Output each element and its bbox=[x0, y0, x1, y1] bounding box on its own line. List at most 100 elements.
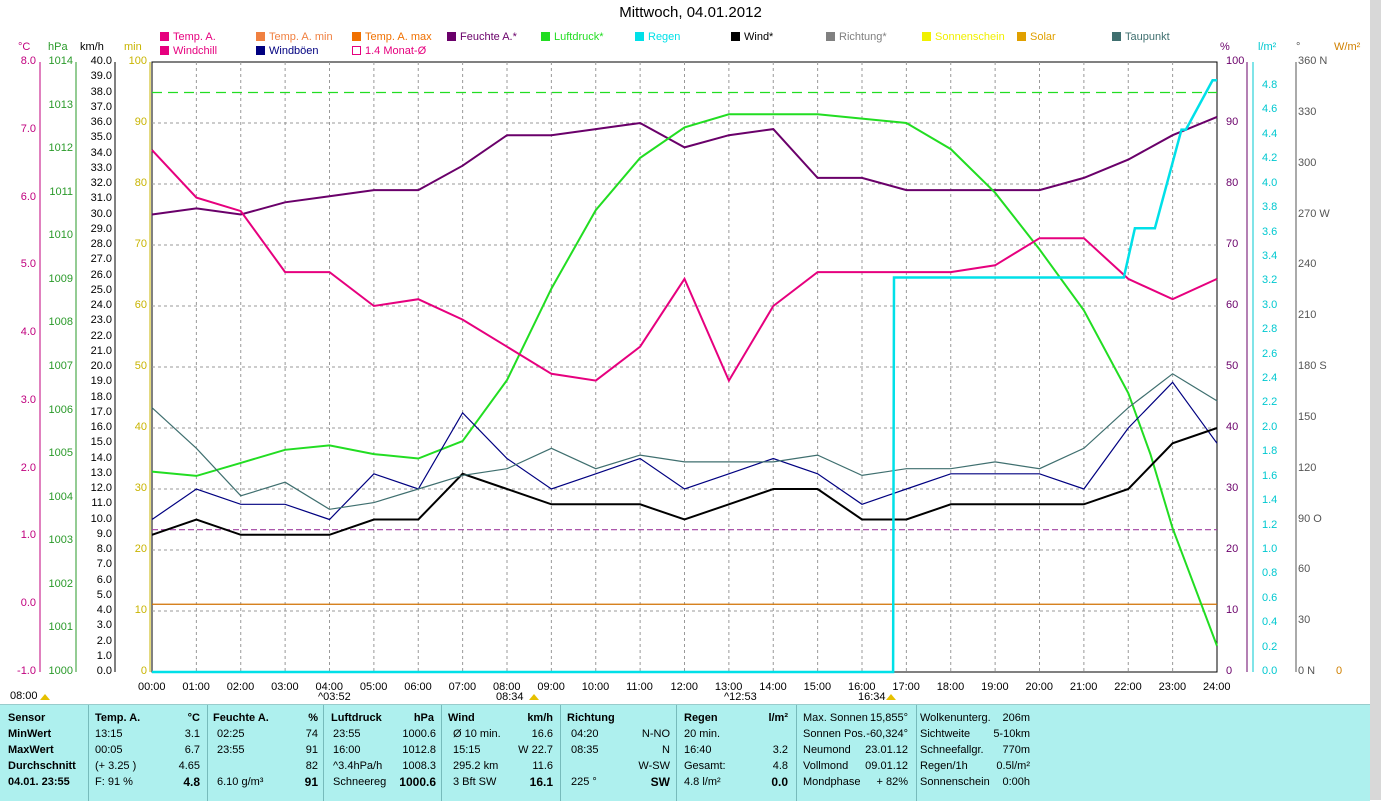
tick-degree: 60 bbox=[1298, 563, 1311, 576]
tick-min: 80 bbox=[134, 177, 147, 189]
tick-time: 13:00 bbox=[714, 681, 743, 693]
unit-lm2: l/m² bbox=[1258, 41, 1277, 53]
tick-time: 07:00 bbox=[448, 681, 477, 693]
legend-swatch bbox=[731, 32, 740, 41]
direction-time: 04:20 bbox=[571, 728, 599, 740]
tick-kmh: 37.0 bbox=[90, 100, 112, 113]
tick-percent: 20 bbox=[1226, 543, 1239, 555]
legend-label: Wind* bbox=[744, 31, 774, 43]
rain-label: Gesamt: bbox=[684, 760, 726, 772]
tick-percent: 100 bbox=[1226, 55, 1245, 67]
astro-value: + 82% bbox=[876, 776, 909, 788]
legend-label: Richtung* bbox=[839, 31, 887, 43]
legend-label: Temp. A. bbox=[173, 31, 216, 43]
pressure-value: 1012.8 bbox=[402, 744, 436, 756]
tick-celsius: 5.0 bbox=[20, 258, 36, 271]
tick-time: 24:00 bbox=[1203, 681, 1231, 693]
plot-frame bbox=[151, 61, 1218, 673]
astro-value: 206m bbox=[1002, 712, 1030, 724]
tick-hpa: 1003 bbox=[48, 534, 73, 547]
table-header: hPa bbox=[413, 712, 434, 724]
tick-degree: 300 bbox=[1298, 156, 1317, 169]
astro-value: 09.01.12 bbox=[865, 760, 908, 772]
tick-min: 0 bbox=[140, 665, 147, 677]
rain-label: 16:40 bbox=[684, 744, 712, 756]
plot-area bbox=[39, 61, 1297, 674]
tick-kmh: 6.0 bbox=[96, 573, 112, 586]
tick-celsius: 0.0 bbox=[20, 597, 36, 610]
wind-time: Ø 10 min. bbox=[453, 728, 501, 740]
series-luftdruck bbox=[151, 113, 1218, 647]
tick-time: 21:00 bbox=[1069, 681, 1098, 693]
pressure-value: 1008.3 bbox=[402, 760, 436, 772]
temp-value: 4.65 bbox=[178, 760, 200, 772]
vertical-scrollbar[interactable] bbox=[1370, 0, 1381, 800]
tick-min: 40 bbox=[134, 421, 147, 433]
tick-lm2: 1.0 bbox=[1262, 542, 1278, 555]
legend-item: 1.4 Monat-Ø bbox=[352, 45, 426, 58]
legend-label: Taupunkt bbox=[1125, 31, 1170, 43]
legend-swatch bbox=[256, 32, 265, 41]
row-label: Durchschnitt bbox=[8, 760, 76, 772]
tick-kmh: 20.0 bbox=[90, 360, 112, 372]
tick-degree: 210 bbox=[1298, 309, 1317, 322]
legend-swatch bbox=[922, 32, 931, 41]
humidity-value: 82 bbox=[305, 760, 318, 772]
legend-item: Richtung* bbox=[826, 31, 887, 44]
table-header: °C bbox=[187, 712, 200, 724]
legend-label: Windchill bbox=[173, 45, 218, 57]
wind-value: 11.6 bbox=[532, 760, 553, 772]
tick-degree: 240 bbox=[1298, 258, 1317, 271]
tick-lm2: 2.4 bbox=[1262, 372, 1278, 384]
astro-value: 770m bbox=[1002, 744, 1030, 756]
legend-item: Windböen bbox=[256, 45, 319, 58]
legend-item: Sonnenschein bbox=[922, 31, 1005, 44]
temp-value: 3.1 bbox=[184, 728, 200, 740]
tick-hpa: 1006 bbox=[48, 403, 73, 416]
tick-kmh: 31.0 bbox=[90, 192, 112, 205]
tick-percent: 60 bbox=[1226, 299, 1239, 311]
tick-hpa: 1013 bbox=[48, 98, 73, 111]
tick-celsius: 8.0 bbox=[20, 55, 36, 67]
tick-kmh: 8.0 bbox=[96, 543, 112, 555]
tick-kmh: 15.0 bbox=[90, 436, 112, 449]
tick-min: 50 bbox=[134, 360, 147, 372]
series-regen bbox=[152, 79, 1217, 674]
tick-celsius: 4.0 bbox=[20, 326, 36, 339]
tick-degree: 0 N bbox=[1298, 665, 1316, 677]
tick-degree: 180 S bbox=[1298, 360, 1327, 372]
legend-swatch bbox=[352, 32, 361, 41]
tick-hpa: 1004 bbox=[48, 490, 73, 503]
unit-percent: % bbox=[1220, 41, 1230, 53]
astro-label: Regen/1h bbox=[920, 760, 968, 772]
tick-celsius: 3.0 bbox=[20, 393, 36, 406]
astro-value: 0:00h bbox=[1002, 776, 1030, 788]
tick-degree: 90 O bbox=[1298, 512, 1322, 525]
pressure-time: ^3.4hPa/h bbox=[333, 760, 383, 772]
tick-lm2: 3.0 bbox=[1262, 298, 1278, 311]
tick-time: 19:00 bbox=[981, 681, 1009, 693]
temp-value: 6.7 bbox=[184, 744, 200, 756]
wind-time: 3 Bft SW bbox=[453, 776, 497, 788]
direction-value: W-SW bbox=[638, 760, 670, 772]
series-temp-a bbox=[151, 149, 1218, 383]
legend-swatch bbox=[447, 32, 456, 41]
astro-label: Wolkenunterg. bbox=[920, 712, 991, 724]
tick-hpa: 1014 bbox=[48, 55, 73, 67]
astro-value: 15,855° bbox=[869, 712, 908, 724]
legend-swatch bbox=[256, 46, 265, 55]
tick-lm2: 4.8 bbox=[1262, 79, 1278, 91]
wind-value: 16.6 bbox=[531, 728, 553, 740]
astro-value: 5-10km bbox=[993, 728, 1030, 740]
tick-kmh: 27.0 bbox=[90, 253, 112, 266]
tick-lm2: 2.0 bbox=[1262, 420, 1278, 433]
tick-kmh: 16.0 bbox=[90, 421, 112, 433]
tick-kmh: 36.0 bbox=[90, 116, 112, 128]
tick-min: 100 bbox=[128, 55, 147, 67]
tick-kmh: 14.0 bbox=[90, 451, 112, 464]
unit-wm2: W/m² bbox=[1334, 41, 1361, 53]
legend-label: 1.4 Monat-Ø bbox=[365, 45, 427, 57]
tick-kmh: 32.0 bbox=[90, 177, 112, 189]
legend-item: Taupunkt bbox=[1112, 31, 1170, 44]
tick-lm2: 4.2 bbox=[1262, 152, 1278, 165]
